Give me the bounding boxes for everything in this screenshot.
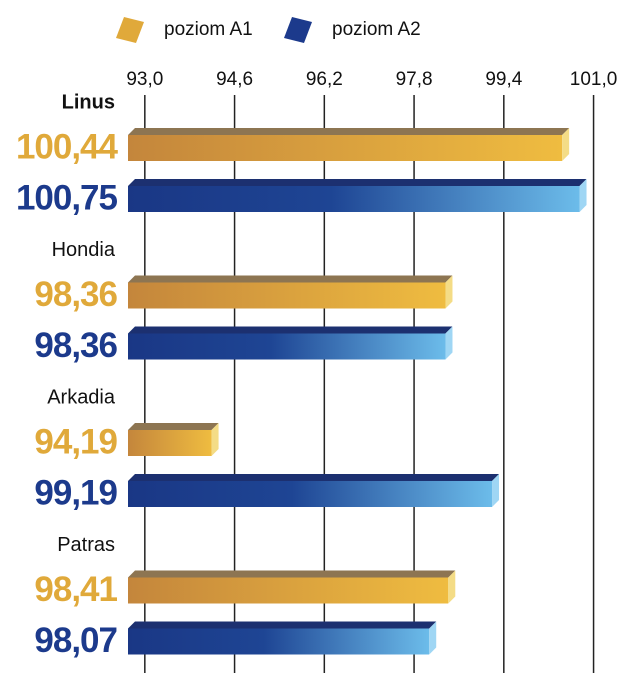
- bar-top: [128, 128, 570, 135]
- x-tick-label: 101,0: [570, 69, 618, 90]
- value-label: 100,75: [16, 178, 118, 217]
- x-tick-label: 97,8: [396, 69, 433, 90]
- value-label: 99,19: [34, 473, 117, 512]
- value-label: 94,19: [34, 422, 117, 461]
- bar-cap: [211, 423, 219, 456]
- category-label: Patras: [57, 534, 115, 556]
- bar-top: [128, 570, 456, 578]
- category-label: Hondia: [52, 239, 116, 261]
- value-label: 98,36: [34, 275, 117, 314]
- bar-top: [128, 474, 500, 481]
- legend-swatch: [284, 17, 312, 43]
- x-tick-label: 96,2: [306, 69, 343, 90]
- bar-cap: [579, 179, 587, 212]
- value-label: 98,07: [34, 621, 117, 660]
- bar-cap: [429, 621, 437, 655]
- bar-top: [128, 179, 587, 186]
- x-tick-label: 99,4: [485, 69, 522, 90]
- bar: [128, 186, 580, 212]
- value-label: 98,36: [34, 326, 117, 365]
- bar: [128, 577, 449, 604]
- bar: [128, 135, 563, 161]
- x-tick-label: 93,0: [126, 69, 163, 90]
- bar: [128, 282, 446, 309]
- bar: [128, 481, 493, 507]
- bar-cap: [445, 326, 453, 360]
- bar: [128, 628, 430, 655]
- bar-cap: [492, 474, 500, 507]
- category-label: Linus: [62, 91, 115, 113]
- bar-cap: [562, 128, 570, 161]
- bar-cap: [448, 570, 456, 604]
- bar-top: [128, 423, 219, 430]
- bar-top: [128, 621, 437, 629]
- legend-swatch: [116, 17, 144, 43]
- category-label: Arkadia: [47, 386, 116, 408]
- bar: [128, 333, 446, 360]
- value-label: 100,44: [16, 127, 119, 166]
- x-tick-label: 94,6: [216, 69, 253, 90]
- bar-top: [128, 326, 453, 334]
- legend-label: poziom A2: [332, 19, 421, 40]
- value-label: 98,41: [34, 570, 117, 609]
- bar-top: [128, 275, 453, 283]
- bar-cap: [445, 275, 453, 309]
- bar: [128, 430, 212, 456]
- legend-label: poziom A1: [164, 19, 253, 40]
